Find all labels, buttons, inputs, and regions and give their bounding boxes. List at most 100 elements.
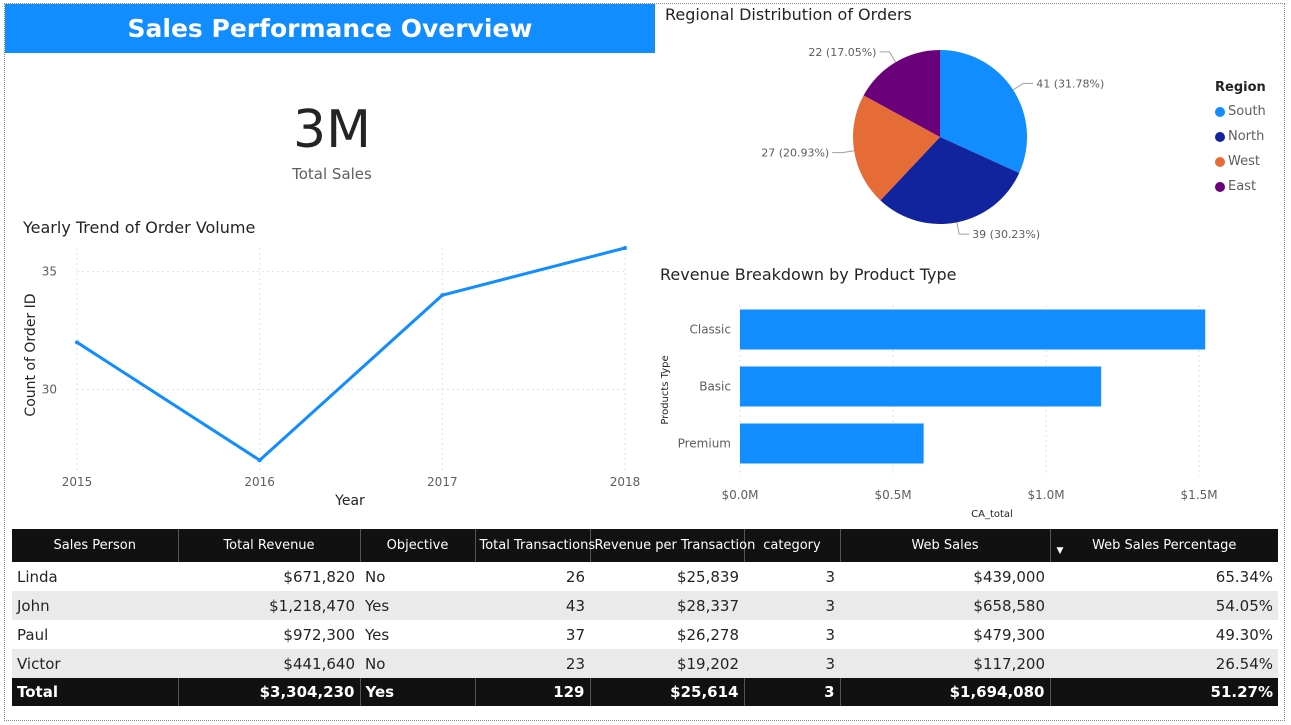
legend-label-east: East xyxy=(1228,179,1257,194)
cell-objective: Yes xyxy=(360,591,475,620)
pie-slice-south[interactable] xyxy=(940,50,1027,173)
cell-web-sales-percentage: 49.30% xyxy=(1050,620,1278,649)
cell-total-transactions: 43 xyxy=(475,591,590,620)
x-tick-label: 2018 xyxy=(610,475,641,489)
bar-chart-title: Revenue Breakdown by Product Type xyxy=(660,265,957,284)
pie-slice-north[interactable] xyxy=(880,137,1020,224)
cell-revenue-per-transaction: $19,202 xyxy=(590,649,744,678)
pie-chart[interactable]: 41 (31.78%) 39 (30.23%) 27 (20.93%) 22 (17.… xyxy=(660,30,1205,245)
x-tick-label: $0.0M xyxy=(721,488,758,502)
data-point[interactable] xyxy=(75,340,79,345)
col-header-total-revenue[interactable]: Total Revenue xyxy=(177,529,360,562)
legend-label-south: South xyxy=(1228,104,1266,119)
cell-total-revenue: $671,820 xyxy=(178,562,360,591)
y-tick-label: 30 xyxy=(42,382,57,396)
table-row[interactable]: Paul $972,300 Yes 37 $26,278 3 $479,300 … xyxy=(12,620,1278,649)
col-header-web-sales[interactable]: Web Sales xyxy=(839,529,1050,562)
slice-data-label: 39 (30.23%) xyxy=(972,228,1040,241)
leader-line xyxy=(1012,82,1034,91)
pie-slice-east[interactable] xyxy=(863,50,940,137)
data-point[interactable] xyxy=(440,293,445,298)
line-chart[interactable]: 2015 2016 2017 2018 30 35 Year Count of Order I… xyxy=(15,240,645,515)
sales-table: Sales Person Total Revenue Objective Tot… xyxy=(12,529,1278,706)
table-row[interactable]: Linda $671,820 No 26 $25,839 3 $439,000 … xyxy=(12,562,1278,591)
report-canvas xyxy=(4,3,1285,721)
col-header-objective[interactable]: Objective xyxy=(359,529,475,562)
slice-data-label: 27 (20.93%) xyxy=(761,147,829,160)
x-axis-title: CA_total xyxy=(971,509,1013,520)
total-sales-value: 3M xyxy=(293,100,371,160)
cell-web-sales-percentage: 65.34% xyxy=(1050,562,1278,591)
x-tick-label: 2015 xyxy=(62,475,93,489)
total-sales-label: Total Sales xyxy=(292,165,372,183)
sort-descending-icon[interactable]: ▼ xyxy=(1056,546,1064,556)
table-header-row: Sales Person Total Revenue Objective Tot… xyxy=(12,529,1278,562)
total-cell-total-revenue: $3,304,230 xyxy=(177,678,360,706)
total-cell-category: 3 xyxy=(743,678,840,706)
cell-objective: No xyxy=(360,562,475,591)
table-total-row: Total $3,304,230 Yes 129 $25,614 3 $1,69… xyxy=(12,678,1278,706)
pie-chart-title: Regional Distribution of Orders xyxy=(665,5,912,24)
series-line[interactable] xyxy=(76,246,626,462)
y-tick-label: Premium xyxy=(678,437,731,451)
col-header-sales-person[interactable]: Sales Person xyxy=(12,529,178,562)
col-header-web-sales-percentage-label: Web Sales Percentage xyxy=(1092,538,1237,553)
bar-premium[interactable] xyxy=(740,423,924,464)
cell-sales-person: John xyxy=(12,591,178,620)
cell-revenue-per-transaction: $25,839 xyxy=(590,562,744,591)
cell-sales-person: Victor xyxy=(12,649,178,678)
data-point[interactable] xyxy=(257,458,262,463)
bar-classic[interactable] xyxy=(740,309,1206,350)
cell-web-sales: $479,300 xyxy=(840,620,1050,649)
cell-category: 3 xyxy=(744,649,840,678)
cell-sales-person: Linda xyxy=(12,562,178,591)
cell-objective: No xyxy=(360,649,475,678)
y-axis-title: Products Type xyxy=(660,355,671,424)
cell-total-transactions: 23 xyxy=(475,649,590,678)
cell-web-sales: $117,200 xyxy=(840,649,1050,678)
legend-item-west[interactable]: West xyxy=(1215,149,1266,174)
bar-basic[interactable] xyxy=(740,366,1102,407)
slice-data-label: 41 (31.78%) xyxy=(1036,77,1104,90)
total-cell-web-sales: $1,694,080 xyxy=(839,678,1050,706)
cell-total-revenue: $972,300 xyxy=(178,620,360,649)
x-tick-label: $1.5M xyxy=(1181,488,1218,502)
x-tick-label: 2017 xyxy=(427,475,458,489)
cell-category: 3 xyxy=(744,591,840,620)
col-header-total-transactions[interactable]: Total Transactions xyxy=(474,529,595,562)
pie-slice-west[interactable] xyxy=(853,95,940,201)
table-row[interactable]: John $1,218,470 Yes 43 $28,337 3 $658,58… xyxy=(12,591,1278,620)
x-tick-label: 2016 xyxy=(244,475,275,489)
total-cell-objective: Yes xyxy=(359,678,475,706)
leader-line xyxy=(956,222,970,235)
total-cell-total-transactions: 129 xyxy=(474,678,590,706)
cell-category: 3 xyxy=(744,620,840,649)
legend-item-south[interactable]: South xyxy=(1215,99,1266,124)
line-chart-title: Yearly Trend of Order Volume xyxy=(23,218,256,237)
legend-dot-west xyxy=(1215,156,1225,167)
cell-web-sales-percentage: 54.05% xyxy=(1050,591,1278,620)
leader-line xyxy=(832,150,855,154)
col-header-category[interactable]: category xyxy=(743,529,840,562)
cell-total-transactions: 37 xyxy=(475,620,590,649)
x-tick-label: $0.5M xyxy=(874,488,911,502)
table-row[interactable]: Victor $441,640 No 23 $19,202 3 $117,200… xyxy=(12,649,1278,678)
slice-data-label: 22 (17.05%) xyxy=(808,46,876,59)
cell-revenue-per-transaction: $26,278 xyxy=(590,620,744,649)
cell-total-revenue: $441,640 xyxy=(178,649,360,678)
total-cell-revenue-per-transaction: $25,614 xyxy=(589,678,744,706)
data-point[interactable] xyxy=(623,246,627,250)
total-cell-label: Total xyxy=(12,678,178,706)
legend-item-east[interactable]: East xyxy=(1215,174,1266,199)
legend-dot-north xyxy=(1215,131,1225,142)
cell-total-transactions: 26 xyxy=(475,562,590,591)
cell-web-sales: $658,580 xyxy=(840,591,1050,620)
bar-chart[interactable]: $0.0M $0.5M $1.0M $1.5M Classic Basic Premium C… xyxy=(655,300,1270,522)
cell-total-revenue: $1,218,470 xyxy=(178,591,360,620)
y-tick-label: 35 xyxy=(42,265,57,279)
legend-item-north[interactable]: North xyxy=(1215,124,1266,149)
y-tick-label: Basic xyxy=(699,380,731,394)
col-header-web-sales-percentage[interactable]: ▼ Web Sales Percentage xyxy=(1049,529,1278,562)
legend-title: Region xyxy=(1215,80,1266,95)
col-header-revenue-per-transaction[interactable]: Revenue per Transaction xyxy=(589,529,755,562)
